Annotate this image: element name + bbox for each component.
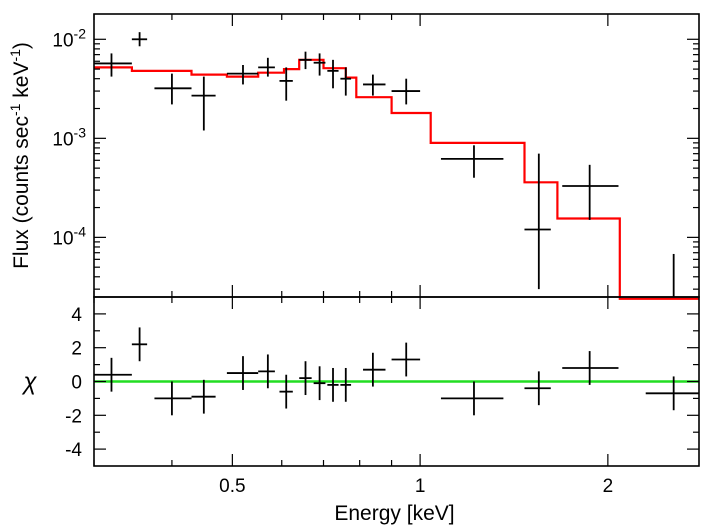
ytick-base: 10 [52,30,73,51]
flux-axis-ticks [93,14,699,297]
residual-data-point [562,351,619,385]
flux-ytick-labels: 10-210-310-4 [52,25,86,249]
residual-data-point [645,376,699,411]
residual-data-point [131,327,148,362]
flux-data-point [524,153,551,290]
residual-ytick-label: -4 [65,440,82,461]
flux-y-axis-title: Flux (counts sec-1 keV-1) [7,42,33,269]
residual-data-point [299,361,312,396]
flux-data-point [94,53,132,77]
residual-data-point [94,357,132,392]
flux-data-point [299,51,312,70]
flux-data-point [363,74,386,96]
residual-data-point [363,352,386,387]
flux-data-point [327,59,339,89]
residual-data-point [340,367,352,402]
flux-data-point [258,57,275,77]
residual-data-point [191,379,216,414]
flux-data-point [313,53,326,76]
ytick-exponent: -3 [74,124,87,140]
residual-ytick-label: 0 [71,373,82,394]
residual-data-point [327,367,339,402]
energy-xtick-label: 1 [415,476,426,497]
residual-data-point [313,366,326,401]
energy-xtick-label: 2 [603,476,614,497]
residual-panel: 4 2 0 -2 -4 0.5 1 2 χ Energy [keV] [21,296,700,525]
flux-data-point [131,32,148,47]
residual-axis-ticks [93,297,699,466]
residual-data-point [440,381,504,416]
flux-ytick-label: 10-4 [52,223,86,249]
flux-data-point [154,73,192,105]
flux-data-point [226,64,259,85]
model-step-line [94,58,699,300]
ytick-exponent: -2 [74,25,87,41]
flux-data-point [440,145,504,178]
residual-ytick-label: 4 [71,305,82,326]
ytick-base: 10 [52,228,73,249]
flux-panel-frame [93,13,700,298]
residual-data-points [94,327,699,416]
energy-xtick-labels: 0.5 1 2 [219,476,613,497]
flux-data-point [562,164,619,220]
residual-data-point [226,356,259,390]
model-step-curve [94,58,699,300]
energy-x-axis-title: Energy [keV] [334,502,454,525]
flux-data-points [94,32,675,297]
ytick-base: 10 [52,129,73,150]
residual-data-point [279,374,293,409]
flux-data-point [279,67,293,101]
residual-data-point [524,371,551,406]
flux-panel: 10-210-310-4 Flux (counts sec-1 keV-1) [7,13,700,300]
flux-ytick-label: 10-3 [52,124,86,150]
residual-ytick-label: -2 [65,406,82,427]
flux-ytick-label: 10-2 [52,25,86,51]
flux-data-point [340,67,352,96]
residual-data-point [154,381,192,416]
residual-y-axis-title: χ [21,369,37,396]
energy-xtick-label: 0.5 [219,476,245,497]
residual-ytick-label: 2 [71,339,82,360]
residual-ytick-labels: 4 2 0 -2 -4 [65,305,82,461]
residual-data-point [258,354,275,389]
flux-data-point [391,78,421,105]
flux-data-point [191,76,216,131]
residual-data-point [391,342,421,377]
ytick-exponent: -4 [74,223,87,239]
